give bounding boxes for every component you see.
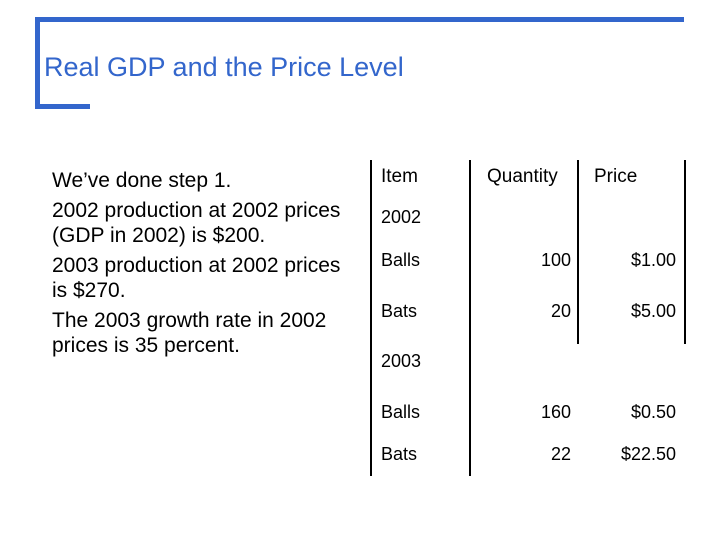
row-quantity: 100	[540, 250, 571, 270]
bullet-list: We’ve done step 1. 2002 production at 20…	[52, 168, 352, 363]
table-right-rule	[684, 160, 686, 344]
slide-title: Real GDP and the Price Level	[44, 52, 404, 82]
section-year-2003: 2003	[381, 351, 422, 371]
bullet-item: 2003 production at 2002 prices is $270.	[52, 254, 341, 302]
row-price: $5.00	[630, 301, 676, 321]
table-left-rule	[370, 160, 372, 476]
row-item: Bats	[381, 444, 418, 464]
row-item: Balls	[381, 250, 421, 270]
header-price: Price	[594, 166, 638, 187]
section-year-2002: 2002	[381, 207, 422, 227]
bullet-item: The 2003 growth rate in 2002 prices is 3…	[52, 309, 327, 357]
table-quantity-rule	[577, 160, 579, 344]
header-item: Item	[381, 166, 418, 187]
bullet-item: 2002 production at 2002 prices (GDP in 2…	[52, 199, 341, 247]
frame-left-bar	[35, 17, 40, 108]
bullet-item: We’ve done step 1.	[52, 169, 232, 192]
row-quantity: 20	[550, 301, 571, 321]
table-mid-rule	[469, 160, 471, 476]
frame-top-bar	[36, 17, 684, 22]
row-price: $0.50	[630, 402, 676, 422]
row-item: Bats	[381, 301, 418, 321]
row-price: $22.50	[620, 444, 676, 464]
price-quantity-table: Item Quantity Price 2002 Balls 100 $1.00…	[364, 158, 686, 476]
row-item: Balls	[381, 402, 421, 422]
row-price: $1.00	[630, 250, 676, 270]
header-quantity: Quantity	[487, 166, 558, 187]
row-quantity: 160	[540, 402, 571, 422]
frame-bottom-bar	[35, 104, 90, 109]
row-quantity: 22	[550, 444, 571, 464]
